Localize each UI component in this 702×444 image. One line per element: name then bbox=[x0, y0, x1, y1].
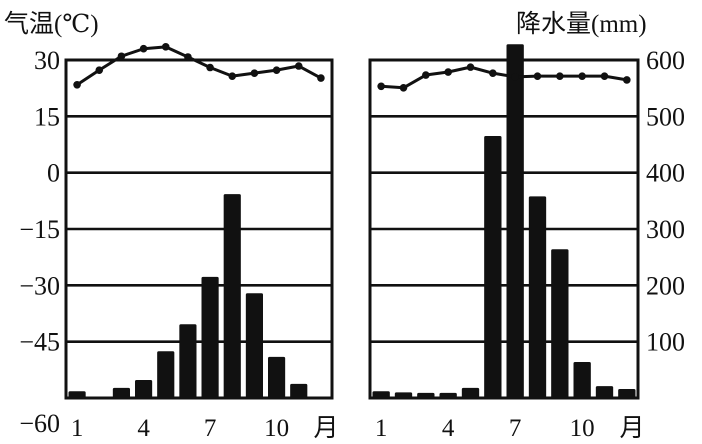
temperature-point bbox=[377, 82, 385, 91]
temperature-point bbox=[139, 44, 148, 53]
precip-bar bbox=[484, 136, 502, 399]
precip-bar bbox=[201, 276, 219, 398]
precip-bar bbox=[394, 392, 413, 398]
month-tick-label: 4 bbox=[137, 415, 150, 442]
temp-tick-label: 0 bbox=[47, 159, 60, 188]
precip-bar bbox=[372, 391, 390, 398]
temp-tick-label: 30 bbox=[34, 46, 60, 75]
right-climate-chart: 1 4 7 10 月 bbox=[368, 44, 645, 442]
temperature-point bbox=[317, 74, 325, 82]
temperature-line bbox=[381, 65, 628, 90]
month-unit-label: 月 bbox=[619, 415, 644, 442]
temp-axis-title: 气温(℃) bbox=[4, 10, 99, 38]
temperature-point bbox=[228, 72, 237, 80]
month-tick-label: 7 bbox=[509, 415, 522, 442]
precip-bar bbox=[68, 391, 86, 398]
plot-frame bbox=[64, 58, 334, 400]
temperature-point bbox=[444, 68, 452, 76]
temperature-point bbox=[117, 52, 126, 61]
precip-bar bbox=[573, 361, 591, 398]
month-tick-label: 4 bbox=[442, 415, 455, 442]
temperature-point bbox=[161, 43, 170, 51]
month-tick-label: 10 bbox=[570, 415, 595, 442]
month-tick-label: 10 bbox=[264, 415, 289, 442]
precip-bar bbox=[595, 386, 614, 398]
precip-bar bbox=[506, 44, 524, 399]
temperature-point bbox=[533, 72, 542, 80]
precip-bar bbox=[461, 387, 480, 398]
precip-tick-label: 100 bbox=[646, 328, 685, 357]
temperature-point bbox=[184, 53, 192, 61]
precip-bar bbox=[268, 356, 286, 398]
month-tick-label: 1 bbox=[375, 415, 388, 442]
precip-bar bbox=[439, 392, 457, 398]
temp-tick-label: −30 bbox=[19, 271, 60, 300]
temperature-line bbox=[76, 45, 322, 87]
temperature-point bbox=[422, 71, 430, 79]
precip-tick-label: 600 bbox=[646, 46, 685, 75]
temp-tick-label: 15 bbox=[34, 102, 60, 131]
temperature-point bbox=[206, 63, 214, 72]
month-tick-label: 7 bbox=[204, 415, 217, 442]
precip-tick-label: 500 bbox=[646, 102, 685, 131]
precip-bar bbox=[618, 388, 636, 398]
left-climate-chart: 1 4 7 10 月 bbox=[64, 43, 339, 442]
temperature-point bbox=[95, 66, 104, 74]
temperature-point bbox=[399, 83, 408, 92]
temperature-point bbox=[556, 72, 564, 80]
month-tick-label: 1 bbox=[71, 415, 84, 442]
precip-bar bbox=[417, 392, 435, 398]
plot-frame bbox=[368, 58, 640, 400]
temperature-point bbox=[73, 80, 81, 89]
precip-bar bbox=[157, 351, 175, 398]
temperature-point bbox=[466, 63, 475, 71]
precip-bar bbox=[112, 387, 130, 398]
temperature-point bbox=[489, 69, 497, 77]
temperature-point bbox=[250, 69, 259, 77]
temperature-point bbox=[578, 72, 586, 80]
precip-bar bbox=[290, 383, 308, 398]
temperature-point bbox=[623, 76, 631, 84]
precip-tick-label: 200 bbox=[646, 271, 685, 300]
temp-tick-label: −15 bbox=[19, 215, 60, 244]
precip-bar bbox=[551, 249, 569, 398]
precip-axis-title: 降水量(mm) bbox=[516, 10, 647, 38]
temp-tick-label: −60 bbox=[19, 409, 60, 438]
temperature-point bbox=[294, 62, 303, 70]
precip-bar bbox=[223, 194, 241, 398]
temp-tick-label: −45 bbox=[19, 328, 60, 357]
precip-tick-label: 300 bbox=[646, 215, 685, 244]
axis-labels: 气温(℃) 降水量(mm) 30 15 0 −15 −30 −45 −60 600 500 400… bbox=[4, 10, 685, 438]
month-unit-label: 月 bbox=[313, 415, 338, 442]
precip-bar bbox=[179, 324, 197, 398]
temperature-point bbox=[600, 72, 609, 80]
precip-tick-label: 400 bbox=[646, 159, 685, 188]
temperature-point bbox=[511, 73, 519, 81]
precip-bar bbox=[135, 379, 153, 398]
precip-bar bbox=[245, 293, 263, 398]
temperature-point bbox=[272, 66, 281, 74]
precip-bar bbox=[528, 196, 547, 398]
